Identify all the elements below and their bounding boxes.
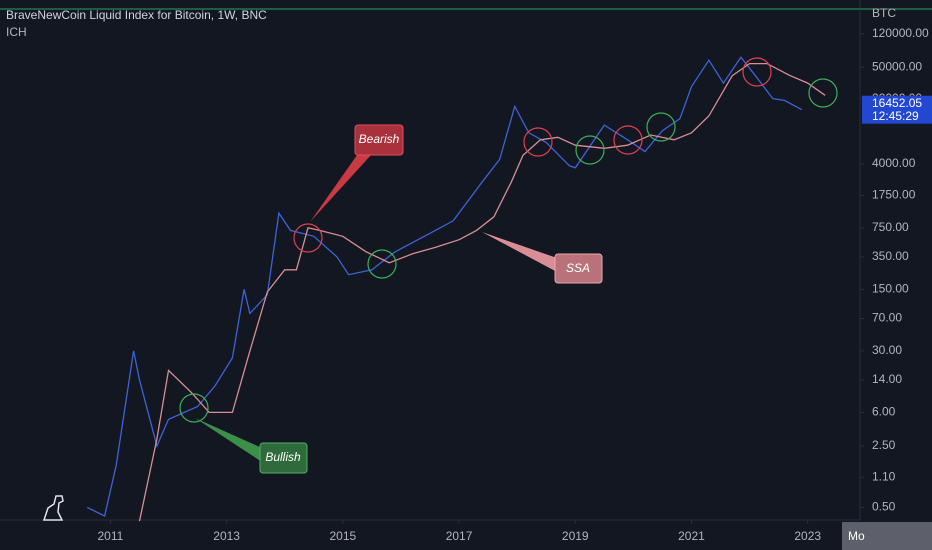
y-tick-label: 150.00: [872, 282, 909, 296]
green-circle: [367, 249, 397, 279]
y-tick-label: 50000.00: [872, 59, 922, 73]
y-tick-label: 350.00: [872, 249, 909, 263]
chart-subtitle: ICH: [6, 25, 27, 39]
plot: [86, 56, 826, 522]
mode-button[interactable]: Mo: [848, 529, 865, 543]
green-circle: [646, 112, 676, 142]
red-circle: [613, 125, 643, 155]
countdown: 12:45:29: [872, 109, 919, 123]
red-circle: [293, 223, 323, 253]
y-tick-label: 2.50: [872, 438, 896, 452]
annotation: Bullish: [265, 450, 301, 464]
series-line: [138, 62, 826, 522]
x-tick-label: 2019: [562, 529, 589, 543]
y-tick-label: 70.00: [872, 311, 902, 325]
x-tick-label: 2023: [794, 529, 821, 543]
price-label: 16452.05: [872, 96, 922, 110]
currency-label: BTC: [872, 6, 896, 20]
annotation: SSA: [566, 261, 590, 275]
y-tick-label: 6.00: [872, 405, 896, 419]
logo: [42, 495, 64, 521]
x-tick-label: 2015: [329, 529, 356, 543]
y-tick-label: 30.00: [872, 343, 902, 357]
callout-bullish: [259, 442, 308, 474]
y-tick-label: 1.10: [872, 469, 896, 483]
mode-button-bg[interactable]: [842, 522, 932, 550]
y-tick-label: 0.50: [872, 500, 896, 514]
y-tick-label: 750.00: [872, 220, 909, 234]
callout-bearish: [354, 124, 404, 156]
x-tick-label: 2013: [213, 529, 240, 543]
red-circle: [523, 127, 553, 157]
circles: [179, 57, 838, 423]
x-tick-label: 2011: [97, 529, 123, 543]
callout-ssa: [554, 253, 603, 284]
y-tick-label: 120000.00: [872, 26, 929, 40]
x-tick-label: 2021: [678, 529, 705, 543]
y-tick-label: 14.00: [872, 372, 902, 386]
callout-pointer: [195, 418, 262, 462]
green-circle: [808, 78, 838, 108]
annotation: Bearish: [359, 132, 400, 146]
x-tick-label: 2017: [446, 529, 473, 543]
y-tick-label: 4000.00: [872, 156, 916, 170]
price-label-bg: [862, 95, 932, 124]
chart-title: BraveNewCoin Liquid Index for Bitcoin, 1…: [6, 8, 267, 22]
callout-pointer: [310, 148, 372, 222]
green-circle: [575, 135, 605, 165]
series-line: [86, 56, 803, 517]
y-tick-label: 1750.00: [872, 188, 916, 202]
green-circle: [179, 393, 209, 423]
red-circle: [742, 57, 772, 87]
callout-pointer: [482, 232, 557, 272]
